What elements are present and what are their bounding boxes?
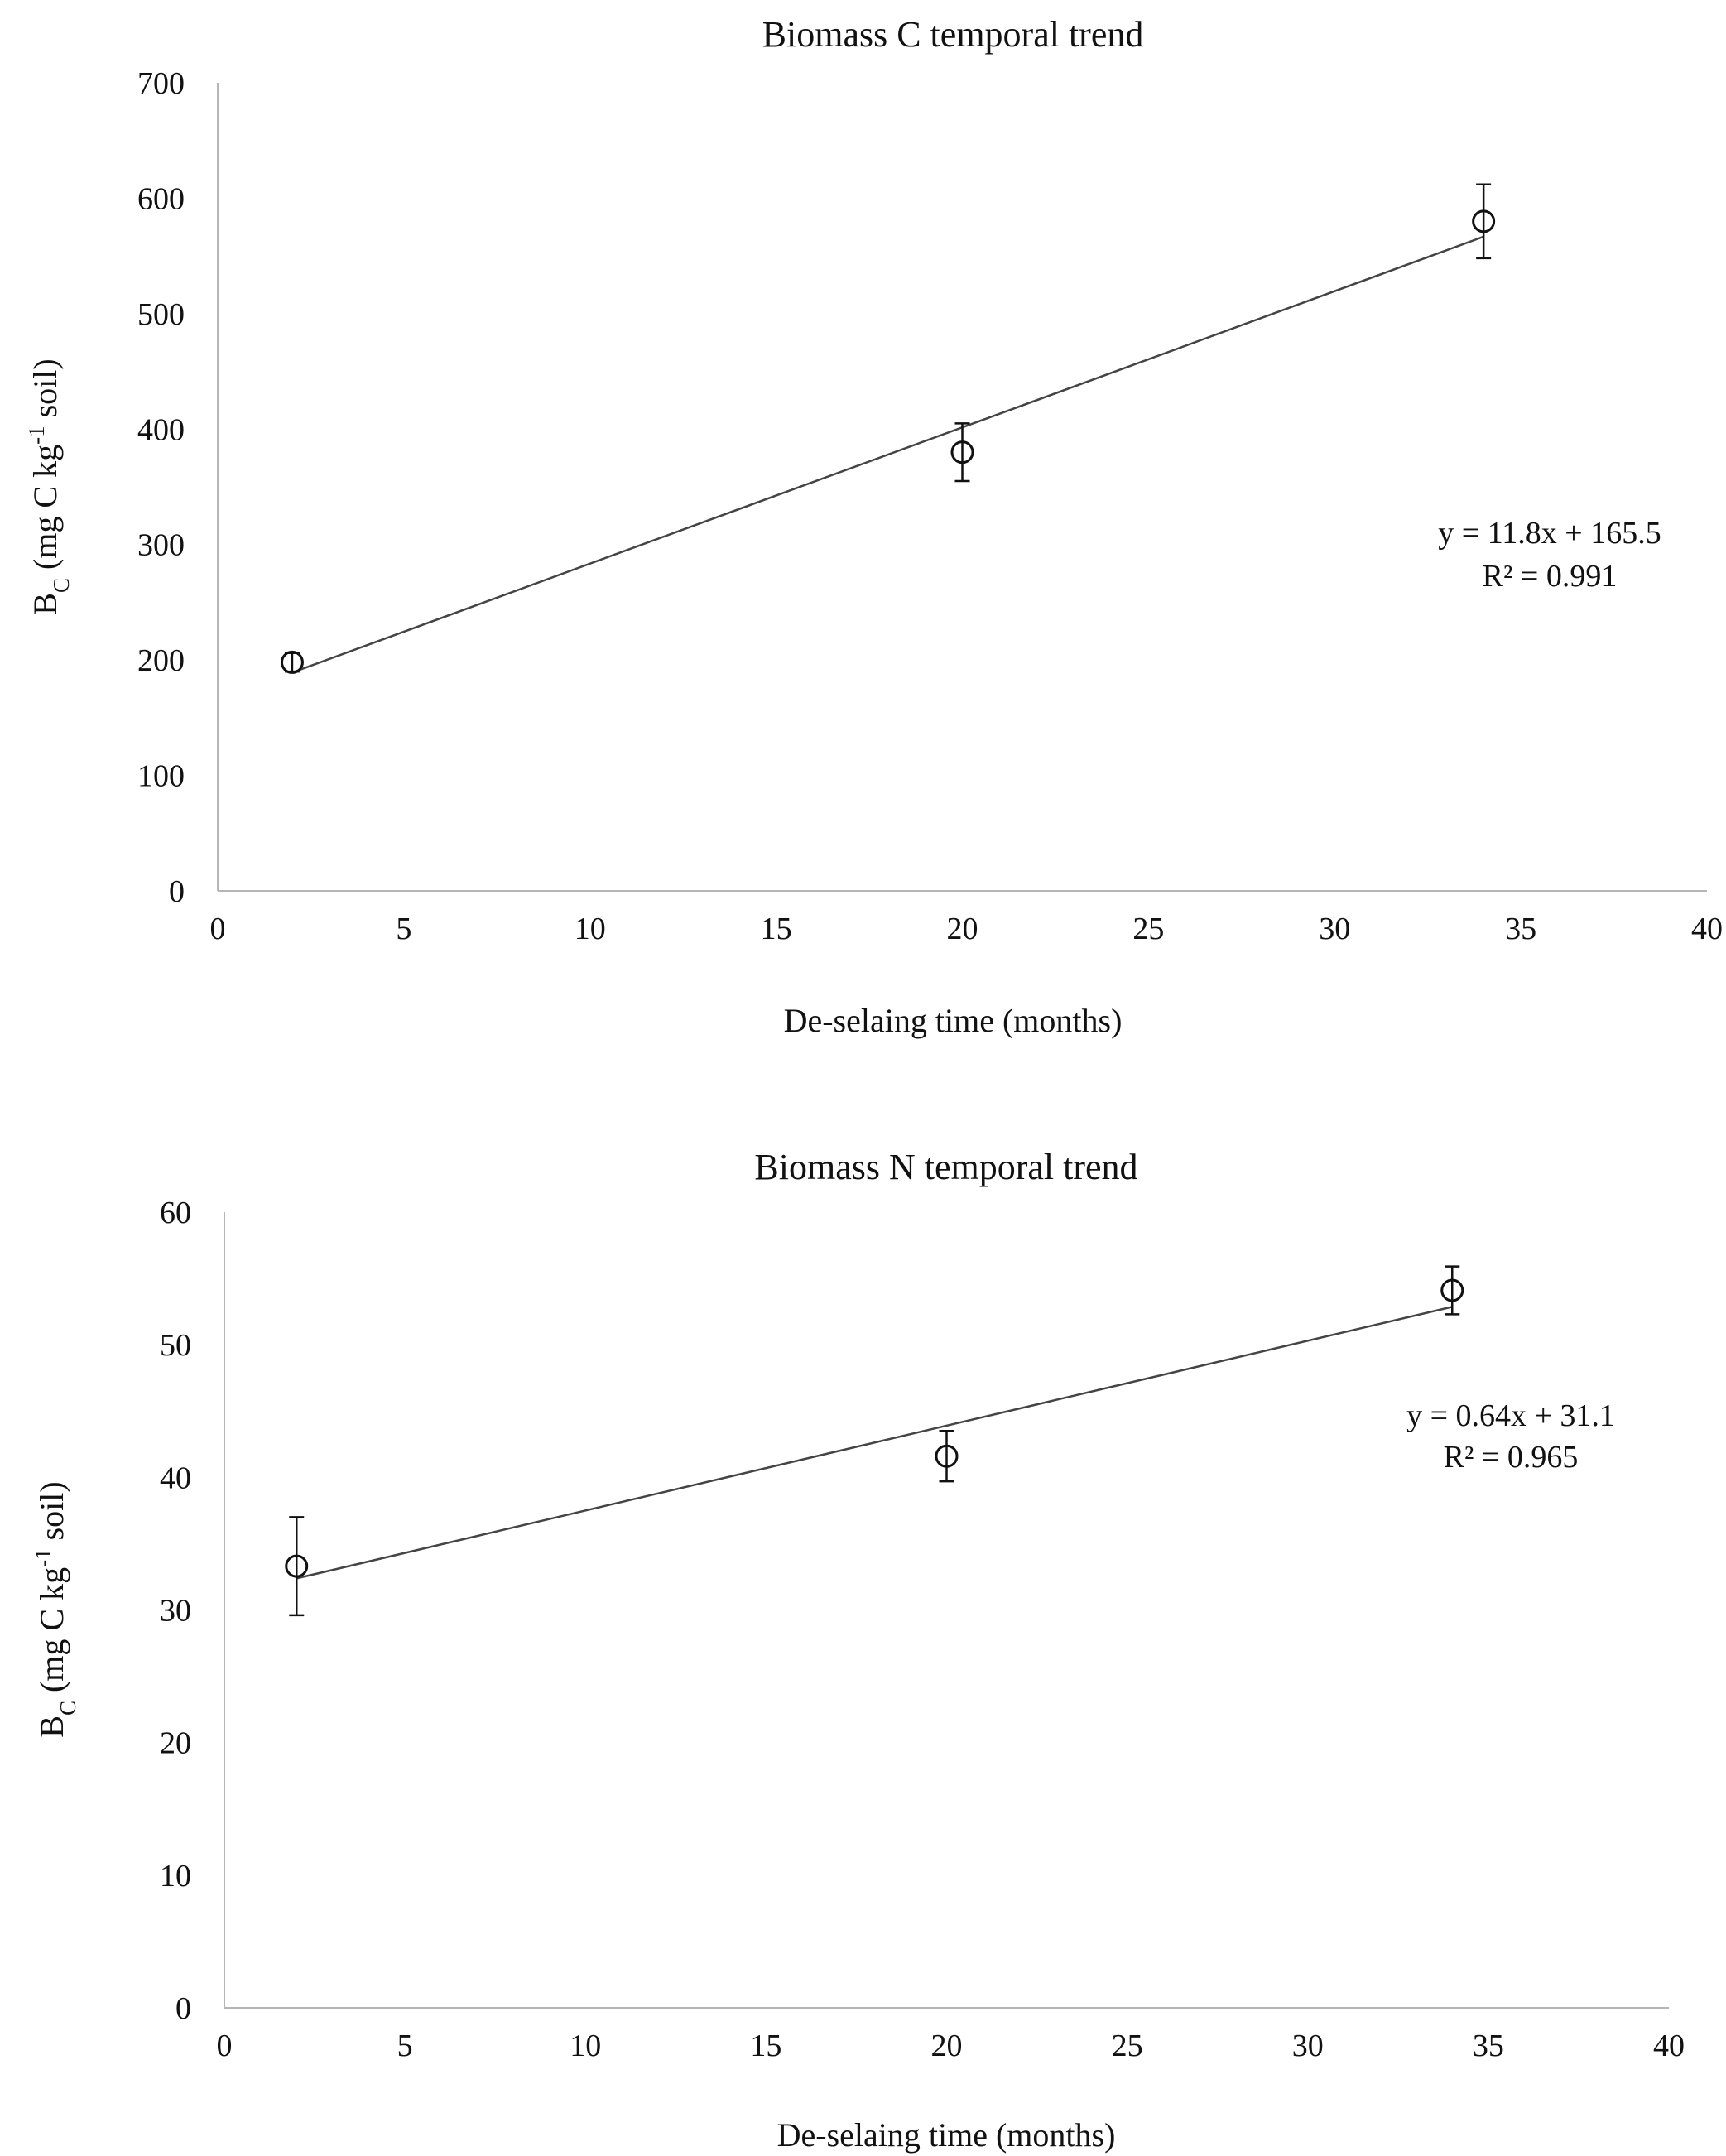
y-tick-label: 100: [137, 759, 185, 794]
data-point: [285, 1554, 309, 1578]
chart-bottom: Biomass N temporal trend 0 5 10 15 20 25 30 35 4…: [31, 1147, 1685, 2154]
x-axis-label: De-selaing time (months): [777, 2116, 1116, 2154]
chart-title: Biomass C temporal trend: [762, 14, 1144, 55]
x-tick-label: 35: [1505, 912, 1536, 946]
y-tick-label: 0: [175, 1991, 191, 2026]
y-tick-label: 40: [160, 1461, 191, 1495]
data-point: [280, 650, 304, 674]
data-point: [935, 1444, 959, 1468]
data-point: [1472, 209, 1496, 233]
data-point: [1440, 1278, 1464, 1302]
y-tick-label: 0: [169, 874, 185, 909]
chart-top: Biomass C temporal trend 0 5 10 15 20 25 30 35 4…: [24, 14, 1723, 1039]
x-tick-label: 10: [570, 2028, 601, 2063]
y-tick-label: 700: [137, 66, 185, 101]
trendline-equation: y = 0.64x + 31.1: [1406, 1398, 1615, 1433]
x-tick-label: 20: [947, 912, 978, 946]
x-tick-label: 15: [750, 2028, 781, 2063]
y-tick-label: 60: [160, 1196, 191, 1230]
x-tick-label: 25: [1112, 2028, 1143, 2063]
x-tick-label: 0: [217, 2028, 233, 2063]
y-tick-label: 300: [137, 528, 185, 563]
trendline-r-squared: R² = 0.965: [1444, 1440, 1579, 1475]
x-tick-label: 0: [210, 912, 226, 946]
y-axis-label: BC (mg C kg-1 soil): [31, 1481, 80, 1737]
x-tick-label: 20: [931, 2028, 963, 2063]
x-tick-label: 30: [1292, 2028, 1324, 2063]
data-point: [950, 440, 974, 464]
x-tick-label: 30: [1319, 912, 1350, 946]
y-tick-label: 50: [160, 1328, 191, 1363]
x-tick-label: 35: [1473, 2028, 1504, 2063]
trendline-equation: y = 11.8x + 165.5: [1438, 516, 1661, 551]
y-tick-label: 600: [137, 181, 185, 216]
y-axis-label: BC (mg C kg-1 soil): [24, 359, 74, 614]
x-tick-label: 40: [1691, 912, 1723, 946]
x-tick-label: 25: [1132, 912, 1164, 946]
chart-title: Biomass N temporal trend: [754, 1147, 1137, 1187]
x-tick-label: 40: [1653, 2028, 1685, 2063]
trendline: [296, 1306, 1453, 1580]
y-tick-label: 500: [137, 297, 185, 332]
trendline-r-squared: R² = 0.991: [1483, 559, 1618, 594]
x-axis-label: De-selaing time (months): [784, 1002, 1123, 1039]
x-tick-label: 5: [396, 912, 411, 946]
y-tick-label: 10: [160, 1859, 191, 1894]
trendline: [291, 235, 1484, 674]
y-tick-label: 20: [160, 1726, 191, 1761]
x-tick-label: 10: [575, 912, 606, 946]
x-tick-label: 15: [761, 912, 792, 946]
y-tick-label: 30: [160, 1594, 191, 1629]
x-tick-label: 5: [397, 2028, 413, 2063]
y-tick-label: 200: [137, 643, 185, 678]
y-tick-label: 400: [137, 412, 185, 447]
